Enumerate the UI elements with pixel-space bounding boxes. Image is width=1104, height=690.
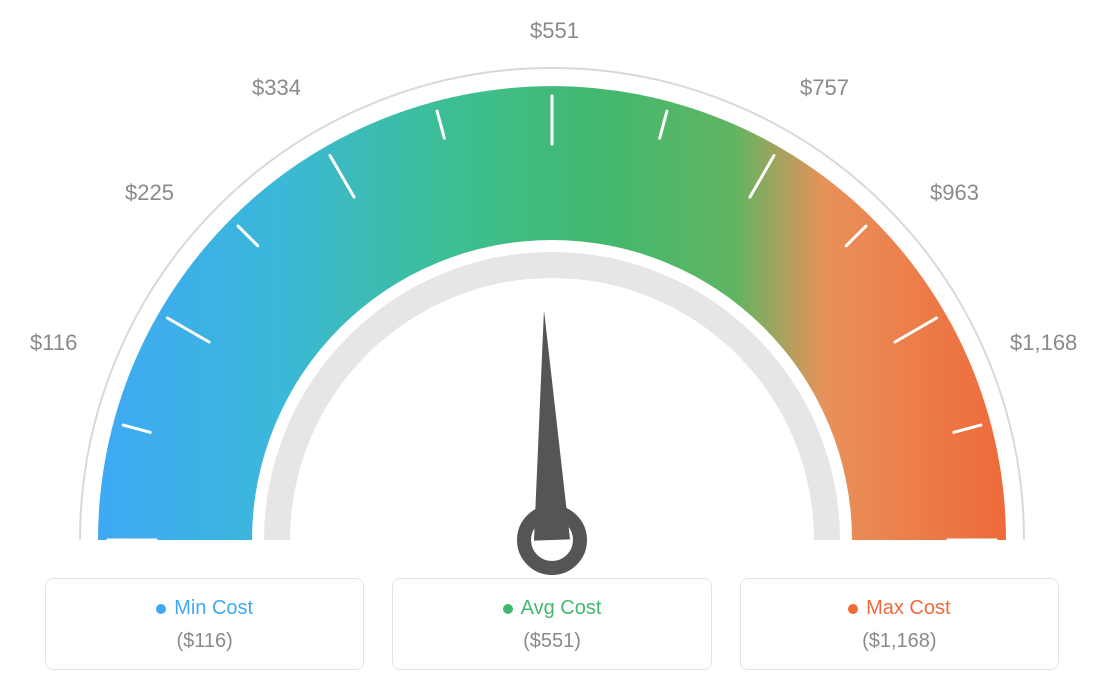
legend-dot-max (848, 604, 858, 614)
gauge-tick-label: $116 (30, 330, 77, 356)
legend-row: Min Cost ($116) Avg Cost ($551) Max Cost… (45, 578, 1059, 670)
legend-label-min: Min Cost (174, 597, 253, 620)
gauge-tick-label: $225 (125, 180, 174, 206)
legend-label-avg: Avg Cost (521, 597, 602, 620)
legend-value-min: ($116) (56, 630, 353, 653)
gauge-tick-label: $1,168 (1010, 330, 1077, 356)
legend-dot-min (156, 604, 166, 614)
legend-card-max: Max Cost ($1,168) (740, 578, 1059, 670)
legend-card-min: Min Cost ($116) (45, 578, 364, 670)
legend-label-max: Max Cost (866, 597, 950, 620)
legend-title-max: Max Cost (848, 597, 950, 620)
legend-title-avg: Avg Cost (503, 597, 602, 620)
legend-value-avg: ($551) (403, 630, 700, 653)
cost-gauge: $116 $225 $334 $551 $757 $963 $1,168 (0, 0, 1104, 570)
legend-dot-avg (503, 604, 513, 614)
legend-title-min: Min Cost (156, 597, 253, 620)
legend-value-max: ($1,168) (751, 630, 1048, 653)
gauge-tick-label: $334 (252, 75, 301, 101)
gauge-tick-label: $551 (530, 18, 579, 44)
gauge-svg (0, 0, 1104, 580)
legend-card-avg: Avg Cost ($551) (392, 578, 711, 670)
gauge-tick-label: $963 (930, 180, 979, 206)
gauge-tick-label: $757 (800, 75, 849, 101)
